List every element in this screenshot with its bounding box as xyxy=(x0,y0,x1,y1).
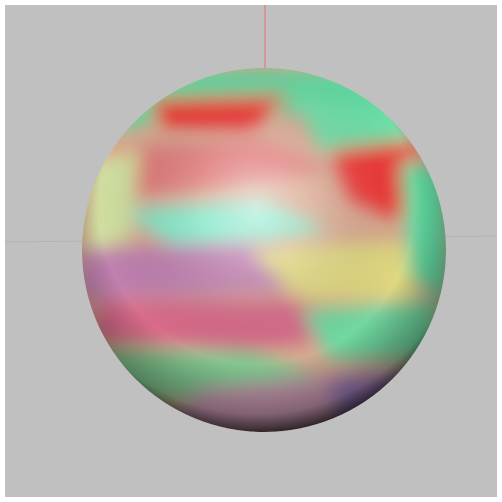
sphere xyxy=(82,68,446,432)
